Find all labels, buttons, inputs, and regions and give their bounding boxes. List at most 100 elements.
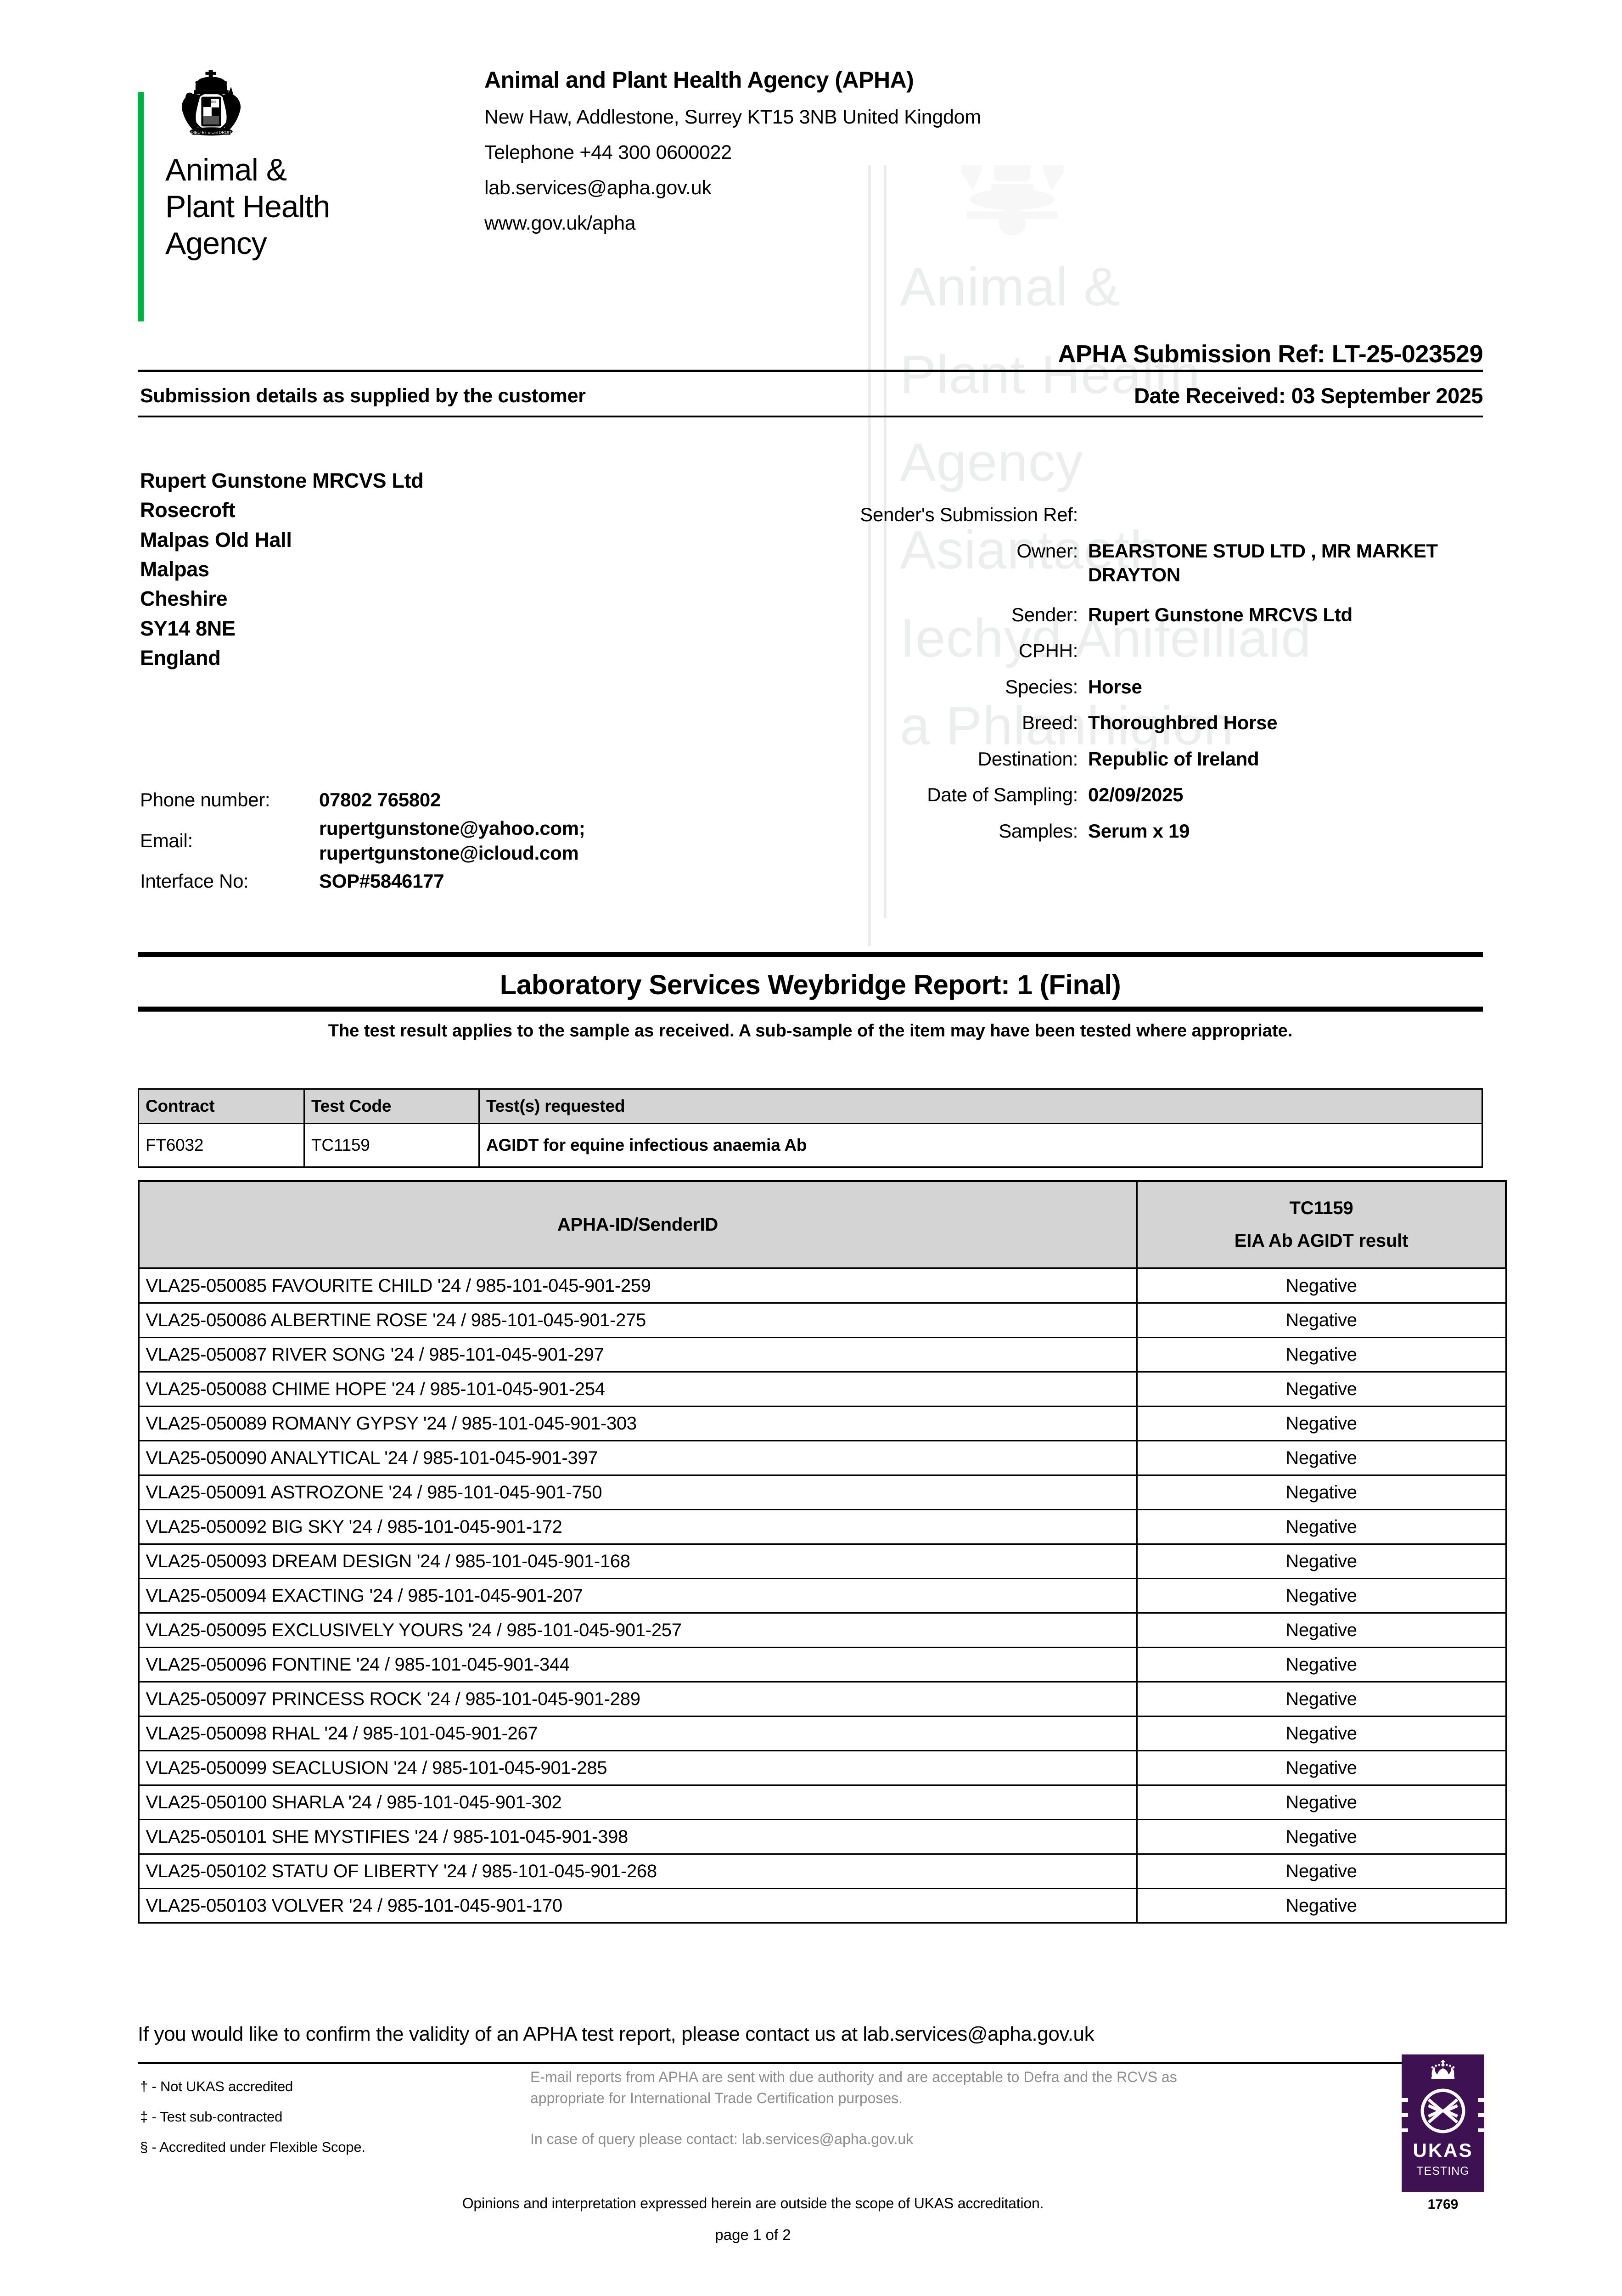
customer-contact-grid: Phone number: 07802 765802 Email: rupert… <box>140 788 783 897</box>
interface-label: Interface No: <box>140 870 249 892</box>
table-row: VLA25-050102 STATU OF LIBERTY '24 / 985-… <box>138 1853 1507 1889</box>
report-title-bottom-rule <box>138 1007 1483 1012</box>
cell-result: Negative <box>1136 1750 1507 1786</box>
cell-result: Negative <box>1136 1474 1507 1510</box>
cell-result: Negative <box>1136 1888 1507 1924</box>
cell-result: Negative <box>1136 1337 1507 1373</box>
results-table: APHA-ID/SenderID TC1159 EIA Ab AGIDT res… <box>138 1180 1507 1924</box>
cell-apha-id: VLA25-050091 ASTROZONE '24 / 985-101-045… <box>138 1474 1138 1510</box>
agency-telephone: Telephone +44 300 0600022 <box>484 141 732 163</box>
ukas-logo-box: UKAS TESTING <box>1402 2054 1484 2192</box>
th-result-name: EIA Ab AGIDT result <box>1234 1231 1409 1251</box>
sender-ref-label: Sender's Submission Ref: <box>860 504 1078 525</box>
owner-value: BEARSTONE STUD LTD , MR MARKET DRAYTON <box>1088 540 1438 586</box>
header-bottom-rule <box>138 370 1483 372</box>
owner-label: Owner: <box>1016 540 1078 562</box>
contact-row-phone: Phone number: 07802 765802 <box>140 788 783 812</box>
cell-result: Negative <box>1136 1440 1507 1476</box>
customer-line: SY14 8NE <box>140 616 236 640</box>
cell-apha-id: VLA25-050088 CHIME HOPE '24 / 985-101-04… <box>138 1371 1138 1407</box>
th-result-column: TC1159 EIA Ab AGIDT result <box>1136 1180 1507 1269</box>
table-row: VLA25-050090 ANALYTICAL '24 / 985-101-04… <box>138 1440 1507 1476</box>
table-row: VLA25-050103 VOLVER '24 / 985-101-045-90… <box>138 1888 1507 1924</box>
destination-label: Destination: <box>977 748 1078 770</box>
cell-apha-id: VLA25-050100 SHARLA '24 / 985-101-045-90… <box>138 1784 1138 1820</box>
cell-apha-id: VLA25-050085 FAVOURITE CHILD '24 / 985-1… <box>138 1267 1138 1304</box>
customer-line: England <box>140 646 221 670</box>
footer-top-rule <box>138 2062 1483 2064</box>
species-value: Horse <box>1088 675 1142 698</box>
date-received: Date Received: 03 September 2025 <box>1134 383 1483 408</box>
th-tests-requested: Test(s) requested <box>478 1088 1483 1124</box>
green-accent-bar <box>138 92 144 321</box>
contact-row-interface: Interface No: SOP#5846177 <box>140 869 783 894</box>
ukas-crown-icon <box>1431 2060 1455 2079</box>
cell-apha-id: VLA25-050092 BIG SKY '24 / 985-101-045-9… <box>138 1509 1138 1545</box>
email-value: rupertgunstone@yahoo.com; rupertgunstone… <box>319 817 585 864</box>
table-row: VLA25-050091 ASTROZONE '24 / 985-101-045… <box>138 1474 1507 1510</box>
detail-row-sender-ref: Sender's Submission Ref: <box>794 503 1483 527</box>
customer-line: Rupert Gunstone MRCVS Ltd <box>140 469 424 492</box>
sampling-date-label: Date of Sampling: <box>927 784 1078 805</box>
table-row: VLA25-050096 FONTINE '24 / 985-101-045-9… <box>138 1647 1507 1683</box>
cell-result: Negative <box>1136 1784 1507 1820</box>
submission-detail-grid: Sender's Submission Ref: Owner: BEARSTON… <box>794 503 1483 855</box>
report-title-top-rule <box>138 952 1483 957</box>
cell-result: Negative <box>1136 1543 1507 1579</box>
cell-apha-id: VLA25-050098 RHAL '24 / 985-101-045-901-… <box>138 1716 1138 1751</box>
ukas-accreditation-mark: UKAS TESTING 1769 <box>1402 2054 1484 2212</box>
results-table-header-row: APHA-ID/SenderID TC1159 EIA Ab AGIDT res… <box>138 1180 1507 1269</box>
cell-test-code: TC1159 <box>303 1123 480 1168</box>
ukas-wordmark: UKAS <box>1413 2139 1473 2161</box>
th-test-code-value: TC1159 <box>1289 1198 1353 1218</box>
logo-line-3: Agency <box>165 226 267 261</box>
phone-value: 07802 765802 <box>319 789 441 810</box>
opinions-note: Opinions and interpretation expressed he… <box>462 2195 1044 2212</box>
detail-row-sender: Sender: Rupert Gunstone MRCVS Ltd <box>794 603 1483 627</box>
sampling-date-value: 02/09/2025 <box>1088 784 1184 805</box>
cell-result: Negative <box>1136 1716 1507 1751</box>
agency-name: Animal and Plant Health Agency (APHA) <box>484 67 914 93</box>
th-apha-id: APHA-ID/SenderID <box>138 1180 1138 1269</box>
table-row: VLA25-050086 ALBERTINE ROSE '24 / 985-10… <box>138 1302 1507 1338</box>
cell-apha-id: VLA25-050090 ANALYTICAL '24 / 985-101-04… <box>138 1440 1138 1476</box>
cell-result: Negative <box>1136 1578 1507 1614</box>
cell-apha-id: VLA25-050096 FONTINE '24 / 985-101-045-9… <box>138 1647 1138 1683</box>
ukas-testing-label: TESTING <box>1416 2165 1470 2178</box>
customer-line: Cheshire <box>140 587 228 611</box>
cell-result: Negative <box>1136 1406 1507 1441</box>
cell-apha-id: VLA25-050089 ROMANY GYPSY '24 / 985-101-… <box>138 1406 1138 1441</box>
cell-apha-id: VLA25-050087 RIVER SONG '24 / 985-101-04… <box>138 1337 1138 1373</box>
footnote-flexible-scope: § - Accredited under Flexible Scope. <box>140 2139 365 2155</box>
footnote-not-ukas: † - Not UKAS accredited <box>140 2078 293 2094</box>
table-row: VLA25-050085 FAVOURITE CHILD '24 / 985-1… <box>138 1267 1507 1304</box>
contract-table: Contract Test Code Test(s) requested FT6… <box>138 1088 1483 1168</box>
table-row: VLA25-050099 SEACLUSION '24 / 985-101-04… <box>138 1750 1507 1786</box>
detail-row-samples: Samples: Serum x 19 <box>794 819 1483 844</box>
cell-result: Negative <box>1136 1647 1507 1683</box>
submission-ref-block: APHA Submission Ref: LT-25-023529 Date R… <box>785 340 1483 408</box>
cell-result: Negative <box>1136 1267 1507 1304</box>
cell-result: Negative <box>1136 1509 1507 1545</box>
detail-row-destination: Destination: Republic of Ireland <box>794 747 1483 771</box>
table-row: VLA25-050098 RHAL '24 / 985-101-045-901-… <box>138 1716 1507 1751</box>
logo-line-2: Plant Health <box>165 189 330 225</box>
ukas-accreditation-number: 1769 <box>1427 2197 1459 2212</box>
cell-apha-id: VLA25-050103 VOLVER '24 / 985-101-045-90… <box>138 1888 1138 1924</box>
watermark-line-3: Agency <box>900 432 1083 493</box>
cell-result: Negative <box>1136 1819 1507 1855</box>
cell-result: Negative <box>1136 1853 1507 1889</box>
th-test-code: Test Code <box>303 1088 480 1124</box>
submission-ref: APHA Submission Ref: LT-25-023529 <box>1058 340 1483 368</box>
agency-address: New Haw, Addlestone, Surrey KT15 3NB Uni… <box>484 106 981 128</box>
samples-value: Serum x 19 <box>1088 820 1190 842</box>
cphh-label: CPHH: <box>1018 640 1078 661</box>
watermark-line-1: Animal & <box>900 257 1121 317</box>
cell-apha-id: VLA25-050095 EXCLUSIVELY YOURS '24 / 985… <box>138 1612 1138 1648</box>
cell-apha-id: VLA25-050099 SEACLUSION '24 / 985-101-04… <box>138 1750 1138 1786</box>
email-authority-note: E-mail reports from APHA are sent with d… <box>530 2066 1246 2169</box>
th-contract: Contract <box>138 1088 305 1124</box>
cell-apha-id: VLA25-050101 SHE MYSTIFIES '24 / 985-101… <box>138 1819 1138 1855</box>
samples-label: Samples: <box>999 820 1078 842</box>
